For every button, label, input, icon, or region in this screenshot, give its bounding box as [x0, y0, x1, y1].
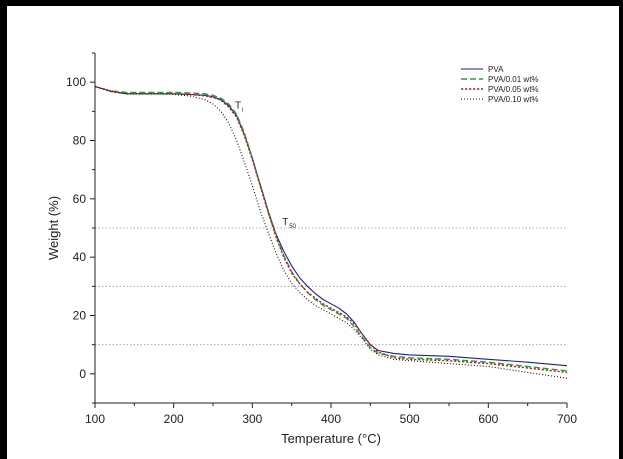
- annotation-sub-2: 50: [289, 224, 296, 230]
- y-tick-label: 40: [73, 250, 87, 264]
- x-axis-title: Temperature (°C): [281, 431, 381, 446]
- y-axis-title: Weight (%): [46, 196, 61, 260]
- legend-label-3: PVA/0.05 wt%: [488, 85, 539, 94]
- y-tick-label: 80: [73, 134, 87, 148]
- legend-label-4: PVA/0.10 wt%: [488, 95, 539, 104]
- x-tick-label: 100: [85, 412, 105, 426]
- series-line-2: [94, 85, 568, 372]
- series-line-3: [94, 85, 568, 374]
- y-tick-label: 0: [79, 367, 86, 381]
- top-border: [0, 0, 623, 6]
- ticks: 100 200 300 400 500 600 700 0 20 40 60 80 100: [66, 52, 577, 426]
- x-tick-label: 200: [164, 412, 184, 426]
- y-tick-label: 100: [66, 75, 86, 89]
- right-border: [619, 0, 623, 459]
- series-lines: [94, 85, 568, 379]
- series-line-1: [94, 85, 568, 367]
- annotation-1: T: [235, 100, 241, 111]
- x-tick-label: 600: [478, 412, 498, 426]
- x-tick-label: 400: [321, 412, 341, 426]
- series-line-4: [94, 85, 568, 379]
- annotation-sub-1: i: [242, 107, 243, 113]
- legend-label-1: PVA: [488, 65, 504, 74]
- y-tick-label: 20: [73, 309, 87, 323]
- left-border: [0, 0, 7, 459]
- legend-label-2: PVA/0.01 wt%: [488, 75, 539, 84]
- reference-lines: [95, 227, 567, 346]
- x-tick-label: 300: [242, 412, 262, 426]
- y-tick-label: 60: [73, 192, 87, 206]
- x-tick-label: 500: [400, 412, 420, 426]
- annotation-2: T: [282, 217, 288, 228]
- x-tick-label: 700: [557, 412, 577, 426]
